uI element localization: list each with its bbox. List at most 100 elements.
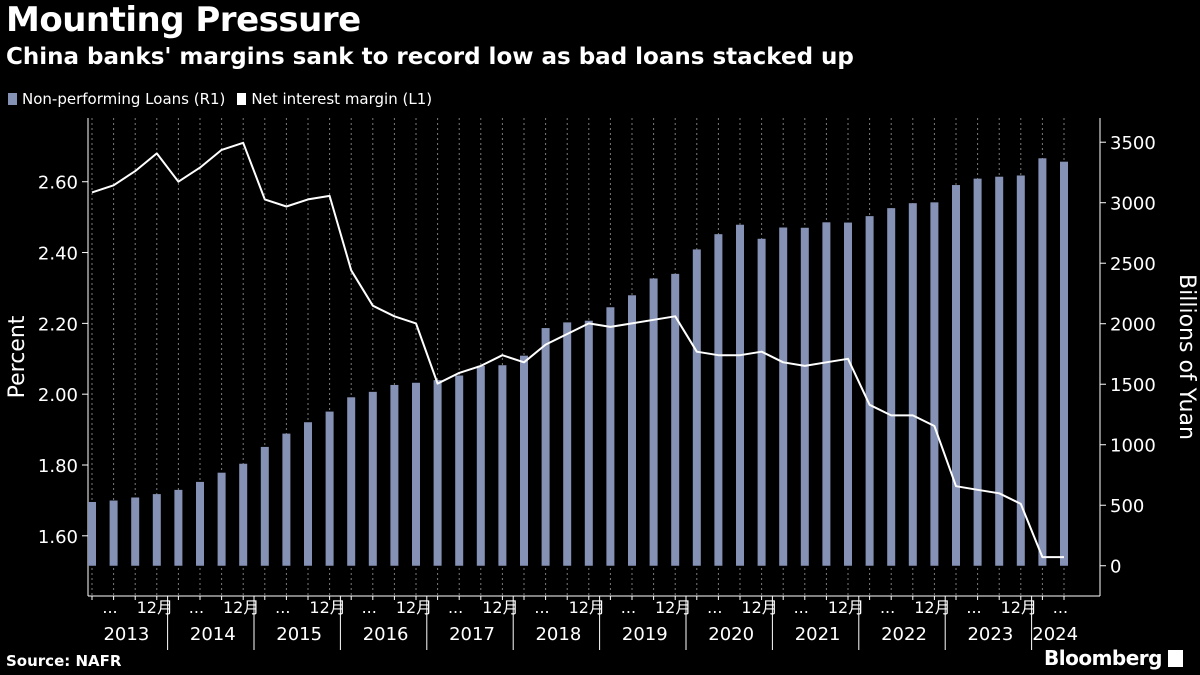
npl-bar <box>109 500 118 566</box>
npl-bar <box>412 382 420 566</box>
npl-bar <box>174 489 183 566</box>
npl-bar <box>844 222 852 566</box>
npl-bar <box>973 178 982 566</box>
npl-bar <box>88 501 96 566</box>
npl-bar <box>304 422 312 566</box>
chart-title: Mounting Pressure <box>6 0 361 40</box>
x-year-label: 2022 <box>881 624 927 645</box>
x-quarter-label: 12月 <box>396 598 432 617</box>
x-quarter-label: ... <box>621 598 636 617</box>
x-year-label: 2017 <box>449 624 495 645</box>
x-year-label: 2018 <box>535 624 581 645</box>
left-tick-label: 2.60 <box>38 173 78 194</box>
x-year-label: 2015 <box>276 624 322 645</box>
npl-bar <box>930 202 939 566</box>
x-year-label: 2023 <box>967 624 1013 645</box>
x-quarter-label: 12月 <box>1001 598 1037 617</box>
npl-bar <box>628 295 636 566</box>
left-tick-label: 2.00 <box>38 385 78 406</box>
x-quarter-label: ... <box>275 598 290 617</box>
x-quarter-label: 12月 <box>223 598 259 617</box>
npl-bar <box>779 227 788 566</box>
left-tick-label: 1.80 <box>38 456 78 477</box>
x-quarter-label: 12月 <box>569 598 605 617</box>
legend-label-nim: Net interest margin (L1) <box>251 90 433 108</box>
left-tick-label: 1.60 <box>38 527 78 548</box>
chart-subtitle: China banks' margins sank to record low … <box>6 44 854 70</box>
npl-bar <box>541 328 550 566</box>
npl-bar <box>325 411 334 566</box>
npl-bar <box>671 273 680 566</box>
npl-bar <box>217 472 226 566</box>
x-year-label: 2016 <box>363 624 409 645</box>
x-quarter-label: ... <box>880 598 895 617</box>
x-quarter-label: 12月 <box>828 598 864 617</box>
x-quarter-label: 12月 <box>914 598 950 617</box>
npl-bar <box>757 238 766 566</box>
npl-bar <box>606 307 615 566</box>
npl-bar <box>822 222 831 566</box>
left-axis-title: Percent <box>5 315 30 398</box>
npl-bar <box>520 355 528 566</box>
brand-logo: Bloomberg <box>1044 646 1183 670</box>
x-quarter-label: 12月 <box>741 598 777 617</box>
x-quarter-label: 12月 <box>482 598 518 617</box>
x-year-label: 2014 <box>190 624 236 645</box>
x-year-label: 2019 <box>622 624 668 645</box>
brand-text: Bloomberg <box>1044 646 1162 670</box>
npl-bar <box>347 397 356 566</box>
npl-bar <box>995 176 1004 566</box>
npl-bar <box>131 497 140 566</box>
npl-bar <box>692 249 701 566</box>
right-tick-label: 0 <box>1110 557 1121 578</box>
legend-swatch-npl <box>8 93 17 105</box>
npl-bar <box>1038 158 1047 566</box>
npl-bar <box>800 227 809 566</box>
right-tick-label: 1000 <box>1110 436 1156 457</box>
source-note: Source: NAFR <box>6 652 122 670</box>
npl-bar <box>1060 161 1068 566</box>
x-quarter-label: ... <box>448 598 463 617</box>
terminal-icon <box>1167 649 1183 667</box>
npl-bar <box>433 380 442 566</box>
npl-bar <box>714 234 723 566</box>
left-tick-label: 2.20 <box>38 314 78 335</box>
right-tick-label: 3000 <box>1110 194 1156 215</box>
x-quarter-label: ... <box>966 598 981 617</box>
npl-bar <box>952 185 960 566</box>
legend-swatch-nim <box>237 93 247 105</box>
legend: Non-performing Loans (R1) Net interest m… <box>8 90 444 108</box>
npl-bar <box>908 203 917 566</box>
right-tick-label: 500 <box>1110 496 1144 517</box>
legend-label-npl: Non-performing Loans (R1) <box>22 90 226 108</box>
x-quarter-label: ... <box>362 598 377 617</box>
right-tick-label: 2000 <box>1110 315 1156 336</box>
x-year-label: 2021 <box>795 624 841 645</box>
nim-line <box>91 141 1064 559</box>
npl-bar <box>584 320 593 566</box>
x-quarter-label: ... <box>189 598 204 617</box>
npl-bar <box>887 208 896 566</box>
x-year-label: 2020 <box>708 624 754 645</box>
npl-bar <box>368 391 377 566</box>
right-axis-title: Billions of Yuan <box>1174 274 1199 440</box>
npl-bar <box>476 365 485 566</box>
x-year-label: 2013 <box>103 624 149 645</box>
x-year-label: 2024 <box>1032 624 1078 645</box>
legend-item-npl: Non-performing Loans (R1) <box>8 90 225 108</box>
npl-bar <box>390 384 399 566</box>
right-tick-label: 3500 <box>1110 133 1156 154</box>
npl-bar <box>865 216 874 566</box>
x-quarter-label: ... <box>1053 598 1068 617</box>
x-quarter-label: 12月 <box>137 598 173 617</box>
right-tick-label: 2500 <box>1110 254 1156 275</box>
npl-bar <box>1016 175 1025 566</box>
npl-bar <box>282 433 291 566</box>
npl-bar <box>260 446 269 566</box>
npl-bar <box>498 365 507 566</box>
x-quarter-label: ... <box>707 598 722 617</box>
left-tick-label: 2.40 <box>38 244 78 265</box>
x-quarter-label: ... <box>794 598 809 617</box>
x-quarter-label: ... <box>102 598 117 617</box>
